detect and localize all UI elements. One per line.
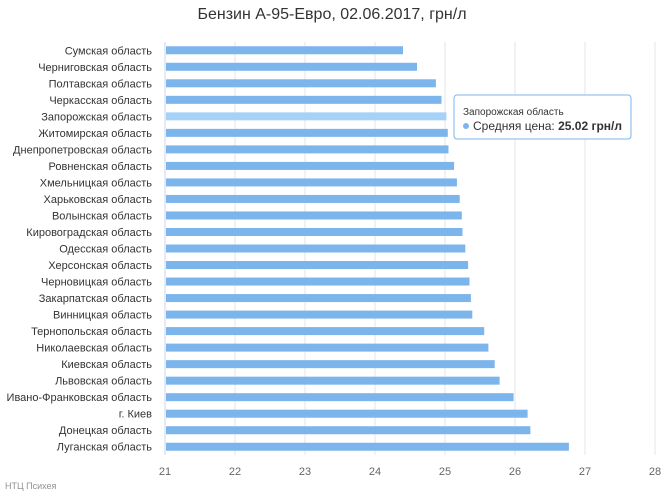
bar[interactable] bbox=[166, 227, 463, 236]
bar[interactable] bbox=[166, 62, 417, 71]
tick-label: 22 bbox=[229, 466, 241, 478]
tick-label: 24 bbox=[369, 466, 381, 478]
bars[interactable] bbox=[166, 46, 569, 451]
tick-label: 21 bbox=[159, 466, 171, 478]
category-label: Ивано-Франковская область bbox=[7, 392, 153, 404]
tick-label: 26 bbox=[509, 466, 521, 478]
tooltip-value: 25.02 грн/л bbox=[558, 119, 622, 133]
tooltip-line: Средняя цена: 25.02 грн/л bbox=[473, 119, 622, 133]
category-label: г. Киев bbox=[119, 409, 152, 421]
bar[interactable] bbox=[166, 426, 531, 435]
bar[interactable] bbox=[166, 79, 436, 88]
tooltip: Запорожская область Средняя цена: 25.02 … bbox=[453, 94, 632, 140]
bar[interactable] bbox=[166, 95, 442, 104]
category-label: Хмельницкая область bbox=[40, 177, 153, 189]
category-label: Закарпатская область bbox=[39, 293, 152, 305]
category-label: Черкасская область bbox=[49, 95, 152, 107]
bar[interactable] bbox=[166, 46, 403, 55]
chart-title: Бензин А-95-Евро, 02.06.2017, грн/л bbox=[197, 6, 466, 23]
bar[interactable] bbox=[166, 376, 500, 385]
category-label: Херсонская область bbox=[48, 260, 152, 272]
category-label: Черниговская область bbox=[38, 62, 152, 74]
category-label: Винницкая область bbox=[53, 310, 152, 322]
category-label: Львовская область bbox=[55, 376, 152, 388]
tooltip-box bbox=[453, 94, 632, 140]
bar[interactable] bbox=[166, 277, 470, 286]
category-label: Тернопольская область bbox=[31, 326, 152, 338]
bar[interactable] bbox=[166, 409, 528, 418]
tick-label: 27 bbox=[579, 466, 591, 478]
tick-label: 23 bbox=[299, 466, 311, 478]
bar[interactable] bbox=[166, 442, 569, 451]
category-label: Сумская область bbox=[65, 45, 153, 57]
tick-labels: 21 22 23 24 25 26 27 28 bbox=[159, 466, 661, 478]
tooltip-category: Запорожская область bbox=[463, 106, 564, 118]
tooltip-label: Средняя цена bbox=[473, 119, 552, 133]
bar[interactable] bbox=[166, 211, 462, 220]
bar[interactable] bbox=[166, 128, 448, 137]
tooltip-series-marker bbox=[463, 123, 469, 129]
bar[interactable] bbox=[166, 343, 489, 352]
category-label: Черновицкая область bbox=[41, 277, 152, 289]
category-label: Донецкая область bbox=[59, 425, 152, 437]
bar[interactable] bbox=[166, 145, 449, 154]
category-label: Днепропетровская область bbox=[13, 144, 152, 156]
category-label: Волынская область bbox=[52, 210, 152, 222]
bar[interactable] bbox=[166, 360, 495, 369]
category-label: Луганская область bbox=[57, 442, 152, 454]
bar[interactable] bbox=[166, 178, 457, 187]
tick-label: 25 bbox=[439, 466, 451, 478]
category-label: Харьковская область bbox=[44, 194, 153, 206]
category-label: Киевская область bbox=[61, 359, 152, 371]
category-label: Житомирская область bbox=[38, 128, 152, 140]
category-label: Николаевская область bbox=[36, 343, 152, 355]
bar[interactable] bbox=[166, 294, 471, 303]
credits[interactable]: НТЦ Психея bbox=[5, 481, 57, 491]
bar[interactable] bbox=[166, 393, 514, 402]
bar[interactable] bbox=[166, 244, 466, 253]
tooltip-colon: : bbox=[551, 119, 558, 133]
bar[interactable] bbox=[166, 112, 447, 121]
category-label: Кировоградская область bbox=[26, 227, 152, 239]
bar[interactable] bbox=[166, 194, 460, 203]
bar[interactable] bbox=[166, 261, 469, 270]
category-label: Полтавская область bbox=[49, 78, 153, 90]
bar[interactable] bbox=[166, 327, 485, 336]
tick-label: 28 bbox=[649, 466, 661, 478]
category-label: Запорожская область bbox=[41, 111, 152, 123]
bar[interactable] bbox=[166, 310, 473, 319]
category-label: Одесская область bbox=[59, 244, 152, 256]
category-labels: Сумская область Черниговская область Полта… bbox=[7, 45, 153, 453]
category-label: Ровненская область bbox=[49, 161, 153, 173]
bar[interactable] bbox=[166, 161, 455, 170]
